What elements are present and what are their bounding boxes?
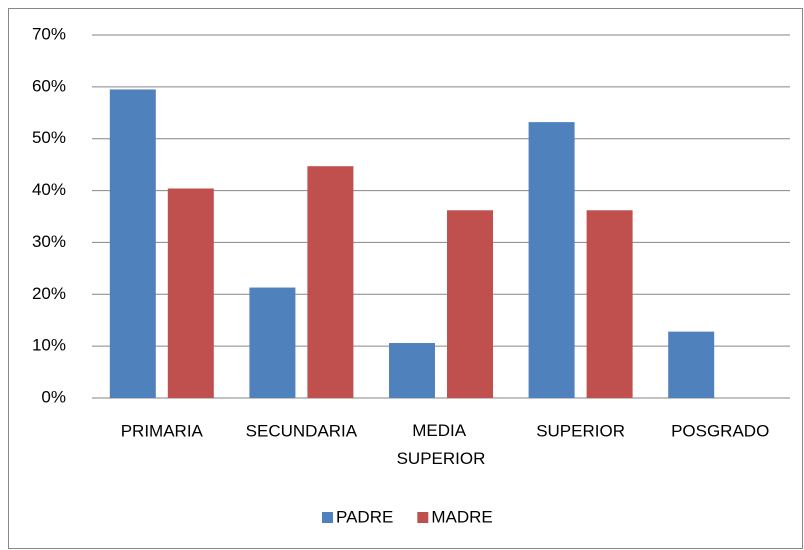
x-tick-label: PRIMARIA <box>121 421 204 440</box>
y-tick-label: 60% <box>32 76 66 95</box>
x-tick-label: POSGRADO <box>671 421 769 440</box>
bar <box>528 122 575 399</box>
y-tick-label: 10% <box>32 336 66 355</box>
legend-label: MADRE <box>431 507 492 526</box>
bar <box>668 331 715 398</box>
y-tick-label: 70% <box>32 24 66 43</box>
y-tick-label: 0% <box>41 387 66 406</box>
bar <box>167 188 214 398</box>
x-tick-label: MEDIA SUPERIOR <box>397 421 486 468</box>
x-tick-label: SECUNDARIA <box>246 421 358 440</box>
bar <box>109 89 156 398</box>
y-tick-label: 40% <box>32 180 66 199</box>
legend-swatch <box>322 512 333 523</box>
y-tick-label: 20% <box>32 284 66 303</box>
legend-label: PADRE <box>336 507 393 526</box>
x-tick-label: SUPERIOR <box>536 421 625 440</box>
bar <box>389 343 435 398</box>
legend-swatch <box>417 512 429 523</box>
y-tick-label: 30% <box>32 232 66 251</box>
bar <box>447 210 493 398</box>
y-tick-label: 50% <box>32 128 66 147</box>
bar <box>249 287 296 398</box>
bar <box>307 166 354 398</box>
bar <box>586 210 633 398</box>
